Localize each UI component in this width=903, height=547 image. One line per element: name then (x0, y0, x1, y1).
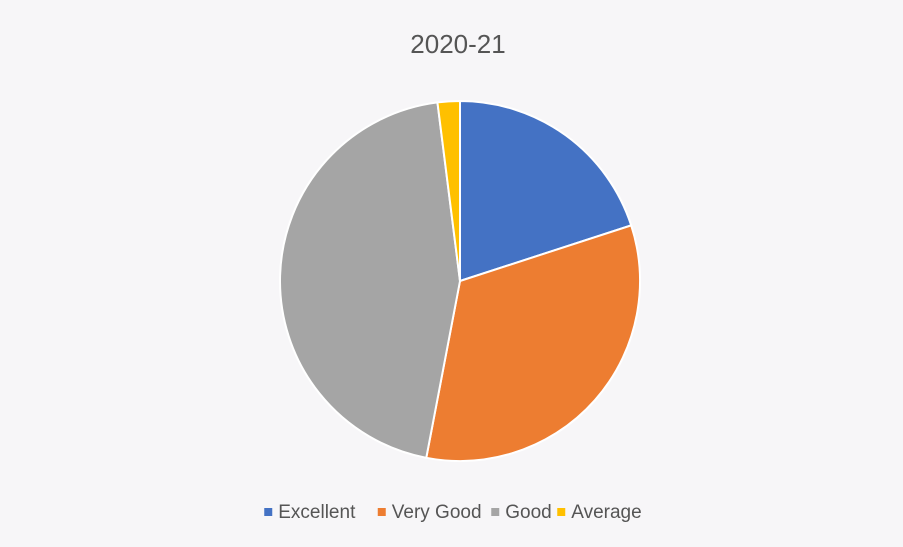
legend-swatch (377, 508, 386, 516)
chart-title: 2020-21 (410, 29, 505, 59)
legend-swatch (557, 508, 566, 516)
pie-slice (279, 101, 462, 459)
pie-slice (436, 99, 461, 282)
pie-slice (459, 99, 633, 283)
legend-label: Average (571, 502, 641, 523)
pie-slice (425, 224, 641, 462)
legend-label: Excellent (278, 502, 356, 523)
legend-swatch (264, 508, 273, 516)
legend-label: Good (505, 502, 551, 523)
legend-swatch (491, 508, 500, 516)
legend-label: Very Good (392, 502, 482, 523)
